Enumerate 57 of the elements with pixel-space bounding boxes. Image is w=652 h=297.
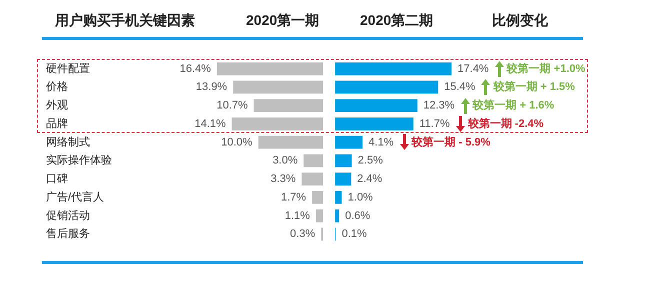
data-label: 4.1%	[368, 136, 394, 148]
text: 2020第一期	[246, 12, 320, 30]
data-label: 0.1%	[342, 228, 368, 240]
data-label: 10.0%	[221, 136, 253, 148]
text: 较第一期 +1.0%	[506, 62, 586, 75]
y-tick-label: 外观	[46, 100, 68, 112]
annotation: 较第一期 - 5.9%	[410, 135, 491, 148]
bar	[335, 191, 342, 204]
bar	[233, 80, 324, 94]
bar	[216, 62, 324, 76]
bar	[335, 136, 363, 149]
y-tick-label: 促销活动	[46, 210, 90, 222]
data-label: 0.3%	[290, 228, 316, 240]
data-label: 16.4%	[180, 62, 212, 75]
text: 比例变化	[492, 12, 548, 30]
bar	[335, 209, 340, 222]
bar	[312, 191, 324, 204]
bar	[302, 172, 324, 186]
bar	[254, 99, 324, 112]
data-label: 11.7%	[419, 118, 450, 130]
bar	[316, 209, 324, 222]
data-label: 13.9%	[196, 81, 228, 94]
data-label: 3.3%	[270, 173, 296, 186]
y-tick-label: 品牌	[46, 118, 68, 130]
bar	[335, 154, 352, 168]
data-label: 17.4%	[458, 62, 489, 75]
data-label: 3.0%	[272, 154, 298, 167]
data-label: 1.0%	[348, 191, 374, 204]
y-tick-label: 口碑	[46, 173, 68, 186]
text: 较第一期 -2.4%	[466, 116, 544, 130]
data-label: 12.3%	[423, 100, 455, 112]
bar	[304, 154, 324, 168]
data-label: 2.4%	[357, 173, 382, 186]
data-label: 0.6%	[345, 210, 370, 222]
data-label: 10.7%	[216, 100, 248, 112]
y-tick-label: 价格	[45, 81, 68, 94]
y-tick-label: 硬件配置	[46, 62, 90, 75]
bar	[232, 117, 324, 130]
bar	[335, 80, 438, 94]
y-tick-label: 广告/代言人	[46, 190, 104, 204]
text: 较第一期 + 1.6%	[472, 98, 554, 112]
bar	[258, 136, 324, 149]
bar	[335, 172, 352, 186]
data-label: 1.7%	[280, 191, 306, 204]
data-label: 1.1%	[284, 210, 310, 222]
text: 较第一期 + 1.5%	[492, 80, 576, 94]
data-label: 15.4%	[444, 81, 476, 94]
y-tick-label: 网络制式	[46, 135, 90, 148]
chart-title: 用户购买手机关键因素	[55, 12, 195, 30]
bar	[335, 62, 452, 76]
text: 2020第二期	[360, 12, 434, 30]
bar	[335, 117, 414, 130]
y-tick-label: 售后服务	[46, 227, 90, 240]
bar	[335, 99, 418, 112]
data-label: 14.1%	[194, 118, 226, 130]
data-label: 2.5%	[358, 154, 384, 167]
y-tick-label: 实际操作体验	[46, 154, 112, 167]
